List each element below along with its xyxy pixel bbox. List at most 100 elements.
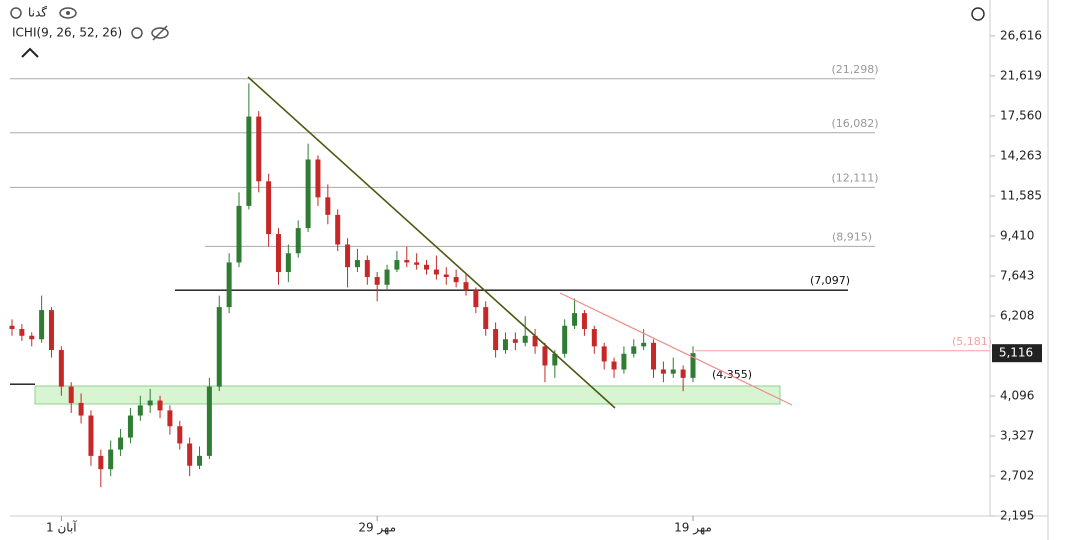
candle-body [167,410,173,427]
candle-body [641,342,647,347]
candle-body [147,400,153,406]
candle-body [187,443,193,466]
candle-body [98,455,104,470]
x-tick-label: 1 آبان [46,520,77,535]
candle-body [177,426,183,444]
candle-body [611,361,617,370]
candle-body [542,346,548,366]
candle-body [137,405,143,416]
candle-body [275,234,281,273]
candle-body [581,313,587,330]
candle-body [364,260,370,278]
candle-body [453,277,459,283]
settings-icon[interactable] [10,7,22,19]
candle-body [493,329,499,351]
y-tick-label: 17,560 [1000,108,1042,122]
candle-body [463,282,469,291]
candle-body [335,214,341,245]
y-tick-label: 3,327 [1000,428,1034,442]
candle-body [108,449,114,470]
last-price-box [992,344,1042,363]
candle-body [39,310,45,340]
level-label: (7,097) [810,274,850,287]
header: گدنا ICHI(9, 26, 52, 26) [10,6,985,58]
candle-body [197,455,203,466]
candle-body [562,325,568,354]
y-tick-label: 21,619 [1000,68,1042,82]
candle-body [660,369,666,374]
candle-body [522,335,528,343]
candle-body [325,197,331,215]
candle-body [512,339,518,343]
candle-body [601,346,607,362]
x-tick-label: 29 مهر [358,521,396,536]
candle-body [670,369,676,374]
candle-body [374,277,380,285]
candle-body [29,335,35,340]
candle-body [621,353,627,370]
level-label: (21,298) [831,63,878,76]
candle-body [285,253,291,273]
y-tick-label: 7,643 [1000,268,1034,282]
candle-body [404,260,410,263]
candle-body [473,290,479,308]
y-tick-label: 9,410 [1000,228,1034,242]
y-tick-label: 26,616 [1000,28,1042,42]
hide-icon-slash [152,25,168,41]
level-label: (4,355) [712,368,752,381]
candle-body [631,346,637,354]
candle-body [256,116,262,182]
y-tick-label: 11,585 [1000,188,1042,202]
candle-body [157,400,163,411]
candle-body [502,339,508,351]
candle-body [295,228,301,254]
candle-body [226,262,232,308]
candle-body [443,274,449,278]
y-tick-label: 2,195 [1000,509,1034,523]
support-zone [34,385,781,405]
candle-body [414,262,420,265]
candle-body [9,325,15,330]
candle-body [394,260,400,270]
candle-body [68,386,74,403]
candle-body [266,181,272,235]
y-tick-label: 4,096 [1000,388,1034,402]
candle-body [19,329,25,336]
y-tick-label: 14,263 [1000,148,1042,162]
candle-body [118,437,124,450]
visibility-icon-dot [66,11,70,15]
candle-body [48,310,54,351]
candle-body [78,402,84,416]
level-label: (16,082) [831,117,878,130]
candle-body [651,342,657,370]
candle-body [483,307,489,330]
indicator-label: ICHI(9, 26, 52, 26) [12,26,122,40]
candle-body [424,264,430,270]
level-label: (5,181) [952,335,992,348]
candle-body [345,244,351,268]
candle-body [384,269,390,285]
candle-body [206,386,212,456]
level-label: (12,111) [831,171,878,184]
y-tick-label: 2,702 [1000,469,1034,483]
candle-body [58,350,64,387]
trend-line [247,76,616,409]
candle-body [532,335,538,347]
hide-icon[interactable] [151,27,169,39]
candle-body [680,369,686,378]
symbol: گدنا [28,6,47,20]
candle-body [433,269,439,275]
collapse-icon[interactable] [21,47,39,58]
visibility-icon[interactable] [59,7,77,19]
x-tick-label: 19 مهر [674,521,712,536]
settings-icon[interactable] [131,27,143,39]
candle-body [591,329,597,347]
candle-body [236,205,242,263]
candle-body [88,415,94,456]
candle-body [315,159,321,198]
crosshair-icon[interactable] [971,7,985,21]
candle-body [305,159,311,229]
level-label: (8,915) [832,230,872,243]
